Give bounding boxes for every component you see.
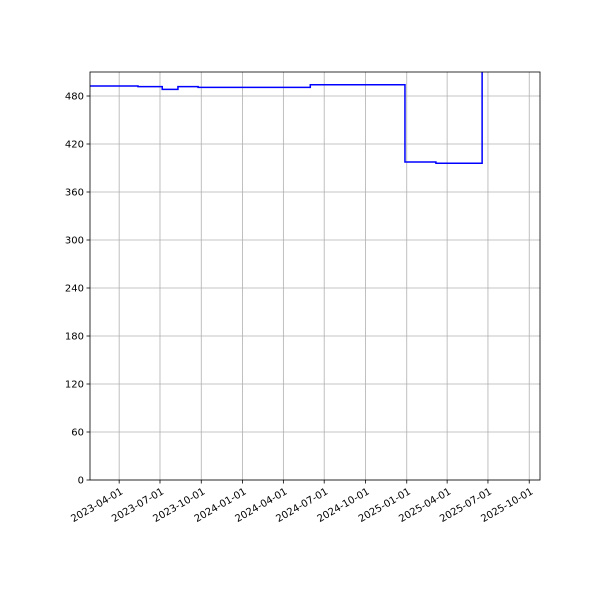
y-tick-label: 360: [65, 188, 84, 199]
y-tick-label: 420: [65, 140, 84, 151]
y-tick-label: 120: [65, 380, 84, 391]
y-tick-label: 180: [65, 332, 84, 343]
grid: [90, 72, 540, 481]
axes-frame: [89, 71, 541, 481]
y-tick-label: 60: [71, 428, 84, 439]
y-tick-label: 480: [65, 92, 84, 103]
y-tick-label: 0: [78, 476, 84, 487]
y-tick-label: 300: [65, 236, 84, 247]
series-line: [90, 72, 483, 164]
y-tick-label: 240: [65, 284, 84, 295]
